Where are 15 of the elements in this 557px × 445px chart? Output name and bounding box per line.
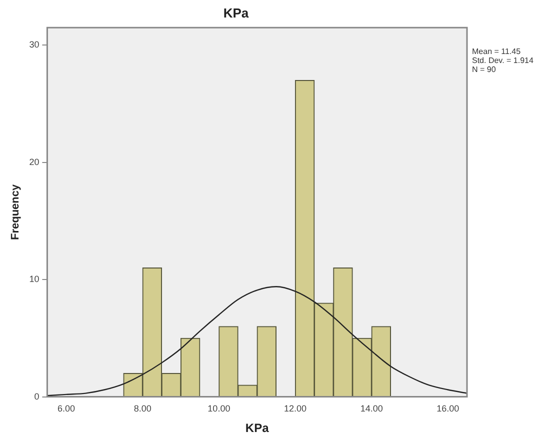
- x-tick-label: 8.00: [134, 404, 152, 414]
- x-tick-label: 12.00: [284, 404, 307, 414]
- y-tick-label: 10: [29, 274, 40, 284]
- y-tick-label: 0: [34, 391, 40, 402]
- x-tick-label: 10.00: [208, 404, 230, 414]
- text: Mean = 11.45 Std. Dev. = 1.914 N = 90: [472, 46, 534, 74]
- chart-title: KPa: [223, 5, 250, 20]
- y-axis-title: Frequency: [10, 184, 22, 240]
- x-tick-label: 14.00: [360, 404, 383, 414]
- line-series: [47, 286, 467, 396]
- x-tick-label: 16.00: [436, 404, 460, 414]
- x-axis-title: KPa: [245, 421, 270, 436]
- y-tick-label: 30: [29, 40, 40, 50]
- x-tick-label: 6.00: [58, 404, 76, 414]
- y-tick-label: 20: [29, 156, 40, 167]
